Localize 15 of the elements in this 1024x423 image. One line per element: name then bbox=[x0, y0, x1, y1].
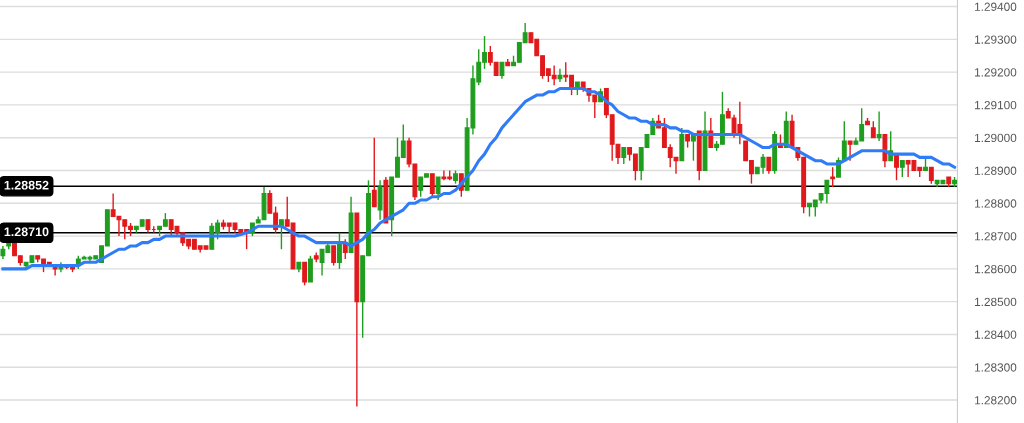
y-tick-label: 1.28500 bbox=[975, 297, 1017, 307]
y-tick-label: 1.28400 bbox=[975, 330, 1017, 339]
y-tick-label: 1.29000 bbox=[975, 133, 1017, 143]
y-tick-label: 1.29200 bbox=[975, 68, 1017, 77]
y-tick-label: 1.28700 bbox=[975, 232, 1017, 241]
ref-line-label: 1.28852 bbox=[4, 180, 49, 190]
ref-line-label: 1.28710 bbox=[4, 227, 49, 237]
y-tick-label: 1.28600 bbox=[975, 264, 1017, 274]
y-tick-label: 1.29400 bbox=[975, 2, 1017, 11]
y-tick-label: 1.28300 bbox=[975, 363, 1017, 372]
y-tick-label: 1.28900 bbox=[975, 166, 1017, 175]
y-tick-label: 1.28800 bbox=[975, 199, 1017, 208]
y-tick-label: 1.29100 bbox=[975, 100, 1017, 110]
y-tick-label: 1.28200 bbox=[975, 396, 1017, 405]
y-tick-label: 1.29300 bbox=[975, 35, 1017, 44]
